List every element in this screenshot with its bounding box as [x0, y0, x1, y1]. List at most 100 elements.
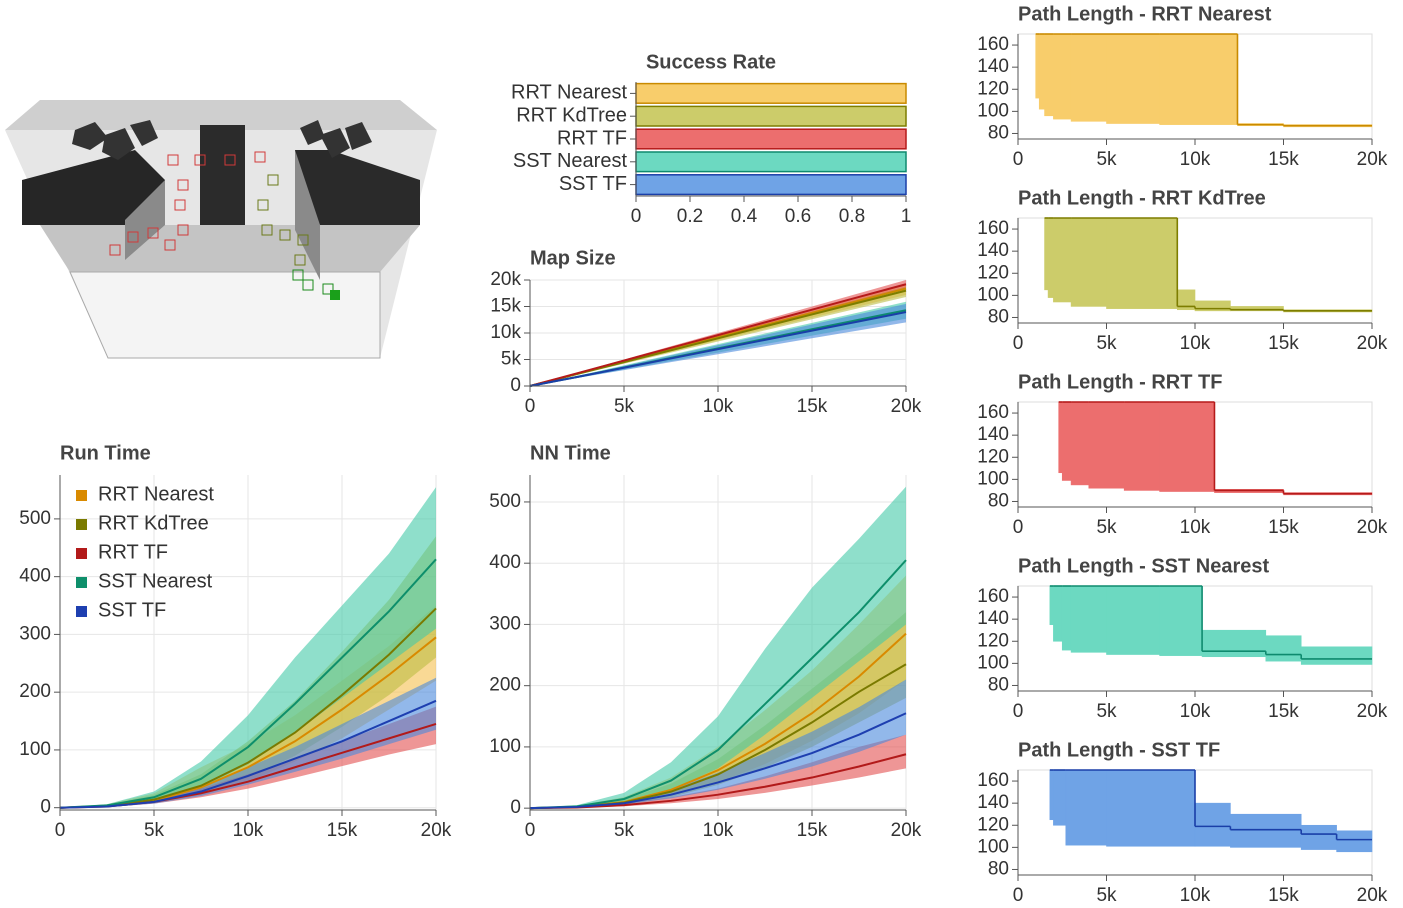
y-tick-label: 80: [988, 122, 1009, 143]
x-tick-label: 0: [631, 206, 642, 227]
legend-swatch: [76, 606, 87, 617]
x-tick-label: 5k: [614, 396, 635, 417]
band-step: [1266, 636, 1301, 661]
x-tick-label: 10k: [1180, 149, 1211, 170]
y-tick-label: 100: [977, 652, 1009, 673]
x-tick-label: 10k: [703, 820, 734, 841]
band-step: [1036, 34, 1040, 98]
band-step: [1124, 402, 1159, 490]
band-step: [1230, 814, 1301, 847]
bar: [636, 175, 906, 195]
x-tick-label: 5k: [1096, 333, 1117, 354]
obstacle: [200, 125, 245, 225]
category-label: SST TF: [559, 173, 627, 195]
legend-label: SST TF: [98, 599, 166, 621]
x-tick-label: 5k: [614, 820, 635, 841]
band-step: [1160, 586, 1202, 656]
category-label: RRT KdTree: [516, 104, 627, 126]
y-tick-label: 100: [489, 736, 521, 757]
goal: [330, 290, 340, 300]
y-tick-label: 120: [977, 814, 1009, 835]
band-step: [1071, 34, 1106, 121]
y-tick-label: 100: [977, 284, 1009, 305]
band-step: [1202, 630, 1266, 657]
x-tick-label: 10k: [1180, 333, 1211, 354]
y-tick-label: 160: [977, 218, 1009, 239]
band-step: [1059, 402, 1063, 473]
chart-title: Path Length - RRT KdTree: [1018, 187, 1266, 209]
y-tick-label: 300: [489, 613, 521, 634]
y-tick-label: 120: [977, 262, 1009, 283]
chart-title: NN Time: [530, 442, 611, 464]
x-tick-label: 0: [525, 396, 536, 417]
chart-title: Success Rate: [646, 51, 776, 73]
y-tick-label: 20k: [490, 269, 521, 290]
legend-label: SST Nearest: [98, 570, 213, 592]
band-step: [1089, 402, 1124, 488]
y-tick-label: 0: [510, 375, 521, 396]
y-tick-label: 100: [977, 468, 1009, 489]
legend-swatch: [76, 577, 87, 588]
y-tick-label: 500: [19, 508, 51, 529]
band-step: [1107, 218, 1178, 309]
band-step: [1053, 34, 1071, 119]
x-tick-label: 10k: [1180, 517, 1211, 538]
band-step: [1107, 34, 1160, 124]
y-tick-label: 400: [489, 552, 521, 573]
y-tick-label: 140: [977, 424, 1009, 445]
page: Success Rate00.20.40.60.81RRT NearestRRT…: [0, 0, 1403, 908]
x-tick-label: 10k: [1180, 885, 1211, 906]
band-step: [1039, 34, 1044, 109]
y-tick-label: 400: [19, 566, 51, 587]
category-label: RRT TF: [557, 127, 627, 149]
y-tick-label: 140: [977, 608, 1009, 629]
x-tick-label: 5k: [1096, 885, 1117, 906]
y-tick-label: 100: [977, 836, 1009, 857]
x-tick-label: 15k: [1268, 701, 1299, 722]
band-step: [1062, 586, 1071, 650]
chart-title: Path Length - RRT TF: [1018, 371, 1222, 393]
x-tick-label: 1: [901, 206, 912, 227]
chart-title: Path Length - SST TF: [1018, 739, 1220, 761]
y-tick-label: 200: [19, 681, 51, 702]
x-tick-label: 0.8: [839, 206, 865, 227]
x-tick-label: 15k: [1268, 149, 1299, 170]
bar: [636, 129, 906, 149]
y-tick-label: 160: [977, 770, 1009, 791]
y-tick-label: 15k: [490, 296, 521, 317]
legend-label: RRT Nearest: [98, 483, 214, 505]
x-tick-label: 10k: [1180, 701, 1211, 722]
y-tick-label: 80: [988, 306, 1009, 327]
band-step: [1301, 647, 1372, 665]
band-step: [1301, 825, 1336, 849]
y-tick-label: 120: [977, 446, 1009, 467]
chart-title: Path Length - RRT Nearest: [1018, 3, 1272, 25]
band-step: [1050, 770, 1054, 820]
dashboard: Success Rate00.20.40.60.81RRT NearestRRT…: [0, 0, 1403, 908]
y-tick-label: 0: [40, 797, 51, 818]
x-tick-label: 0: [525, 820, 536, 841]
x-tick-label: 0.6: [785, 206, 811, 227]
x-tick-label: 0: [55, 820, 66, 841]
chart-step: Path Length - RRT TF05k10k15k20k80100120…: [977, 371, 1388, 538]
band-step: [1053, 218, 1071, 302]
x-tick-label: 5k: [144, 820, 165, 841]
band-step: [1066, 770, 1107, 845]
y-tick-label: 140: [977, 56, 1009, 77]
x-tick-label: 0.4: [731, 206, 758, 227]
band-step: [1048, 218, 1053, 298]
y-tick-label: 200: [489, 675, 521, 696]
x-tick-label: 20k: [1357, 517, 1388, 538]
band-step: [1050, 586, 1054, 625]
band-step: [1071, 402, 1089, 485]
band-step: [1045, 218, 1049, 290]
category-label: RRT Nearest: [511, 82, 627, 104]
y-tick-label: 120: [977, 630, 1009, 651]
band-step: [1107, 770, 1196, 846]
x-tick-label: 15k: [1268, 517, 1299, 538]
band-step: [1160, 402, 1215, 492]
scene-view: [5, 100, 437, 358]
